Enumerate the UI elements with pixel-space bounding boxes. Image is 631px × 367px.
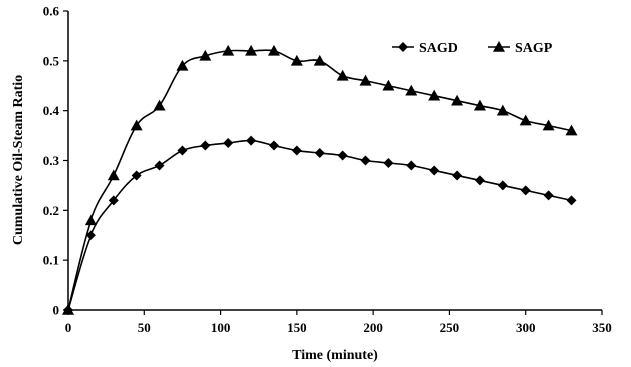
legend-item-sagp: SAGP [488,41,553,56]
data-point [267,44,280,56]
x-tick-label: 50 [138,320,151,335]
x-tick-label: 250 [440,320,460,335]
data-point [153,99,166,111]
data-point [268,140,279,151]
y-tick-label: 0 [53,303,60,318]
y-tick-label: 0.5 [43,53,60,68]
x-axis-title: Time (minute) [292,348,378,363]
data-point [429,165,440,176]
data-point [313,54,326,66]
legend: SAGD SAGP [392,41,553,56]
data-point [337,150,348,161]
data-point [520,185,531,196]
data-point [223,138,234,149]
legend-marker [398,42,408,52]
data-point [428,89,441,101]
axes: 0 0.1 0.2 0.3 0.4 0.5 0.6 0 50 100 150 200 250 300 350 [43,4,612,336]
data-point [245,44,258,56]
data-point [131,170,142,181]
data-point [222,44,235,56]
data-point [382,79,395,91]
data-point [199,49,212,61]
y-tick-label: 0.4 [43,103,60,118]
x-tick-label: 100 [211,320,231,335]
data-point [497,180,508,191]
y-tick-label: 0.6 [43,4,60,19]
data-point [542,119,555,131]
data-point [519,114,532,126]
data-point [84,214,97,226]
data-point [360,155,371,166]
legend-label: SAGD [419,41,458,56]
x-tick-label: 350 [592,320,612,335]
series-sagd [63,135,577,315]
y-axis-title: Cumulative Oil-Steam Ratio [11,75,26,245]
data-point [543,190,554,201]
legend-marker [493,41,505,52]
data-point [108,195,119,206]
data-point [176,59,189,71]
data-point [496,104,509,116]
data-point [246,135,257,146]
x-tick-label: 300 [516,320,536,335]
data-point [336,69,349,81]
legend-item-sagd: SAGD [392,41,458,56]
data-point [177,145,188,156]
data-point [85,230,96,241]
data-point [130,119,143,131]
data-point [452,170,463,181]
data-point [359,74,372,86]
data-point [290,54,303,66]
data-point [62,304,74,315]
data-point [473,99,486,111]
series-line [67,49,572,311]
data-point [451,94,464,106]
legend-label: SAGP [515,41,553,56]
data-point [154,160,165,171]
data-point [405,84,418,96]
data-point [107,169,120,181]
x-tick-label: 0 [65,320,72,335]
x-tick-label: 200 [363,320,383,335]
series-sagp [62,44,578,315]
data-point [406,160,417,171]
data-point [314,148,325,159]
data-point [383,157,394,168]
data-point [291,145,302,156]
data-point [474,175,485,186]
series-line [67,139,572,311]
data-point [565,124,578,136]
series-group [62,44,578,315]
data-point [200,140,211,151]
data-point [566,195,577,206]
x-tick-label: 150 [287,320,307,335]
y-tick-label: 0.3 [43,153,60,168]
y-tick-label: 0.1 [43,253,59,268]
y-tick-label: 0.2 [43,203,59,218]
